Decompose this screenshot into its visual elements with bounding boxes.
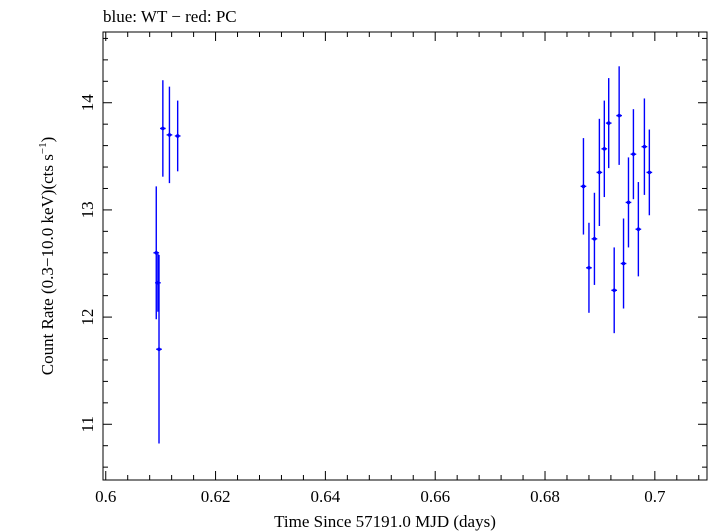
data-point (601, 100, 608, 198)
data-marker (581, 184, 586, 189)
data-marker (636, 227, 641, 232)
data-marker (617, 113, 621, 118)
y-tick-label: 13 (78, 201, 97, 218)
data-point (616, 66, 622, 165)
data-marker (642, 144, 647, 149)
y-tick-label: 11 (78, 416, 97, 432)
x-axis-ticks: 0.6 0.62 0.64 0.66 0.68 0.7 (95, 32, 700, 506)
data-point (156, 254, 162, 444)
data-marker (606, 121, 611, 125)
data-point (625, 157, 632, 248)
data-marker (597, 170, 602, 175)
data-marker (587, 265, 591, 270)
plot-frame (102, 31, 708, 481)
data-marker (592, 237, 597, 241)
x-tick-label: 0.6 (95, 487, 116, 506)
data-marker (612, 288, 617, 293)
data-marker (602, 147, 607, 151)
data-marker (647, 170, 652, 175)
data-point (174, 100, 181, 172)
y-axis-label-main: Count Rate (0.3−10.0 keV)(cts s (38, 154, 57, 375)
data-point (620, 218, 627, 309)
data-marker (626, 200, 631, 205)
x-axis-label: Time Since 57191.0 MJD (days) (274, 512, 496, 531)
x-tick-label: 0.7 (644, 487, 666, 506)
data-marker (154, 250, 159, 255)
data-point (160, 80, 166, 177)
x-tick-label: 0.62 (201, 487, 231, 506)
data-point (153, 186, 160, 320)
data-point (580, 138, 587, 235)
data-marker (631, 152, 636, 156)
y-axis-label-close: ) (38, 137, 57, 143)
y-axis-ticks: 11 12 13 14 (78, 37, 707, 468)
y-axis-label-superscript: −1 (37, 142, 49, 154)
data-point (591, 192, 598, 285)
data-marker (167, 133, 172, 137)
data-series (153, 66, 653, 444)
data-point (646, 129, 653, 216)
data-marker (157, 347, 161, 352)
y-tick-label: 12 (78, 309, 97, 326)
data-point (586, 222, 592, 313)
x-tick-label: 0.68 (530, 487, 560, 506)
chart-title: blue: WT − red: PC (103, 7, 237, 26)
y-axis-label: Count Rate (0.3−10.0 keV)(cts s−1) (37, 137, 57, 376)
data-point (605, 78, 612, 169)
data-marker (161, 126, 165, 131)
x-tick-label: 0.64 (311, 487, 341, 506)
data-point (166, 86, 173, 184)
x-tick-label: 0.66 (420, 487, 450, 506)
data-point (635, 182, 642, 277)
data-point (596, 118, 603, 226)
data-point (630, 109, 637, 200)
data-point (611, 247, 618, 334)
data-point (641, 98, 648, 195)
data-marker (621, 261, 626, 266)
y-tick-label: 14 (78, 94, 97, 112)
data-marker (175, 134, 180, 138)
